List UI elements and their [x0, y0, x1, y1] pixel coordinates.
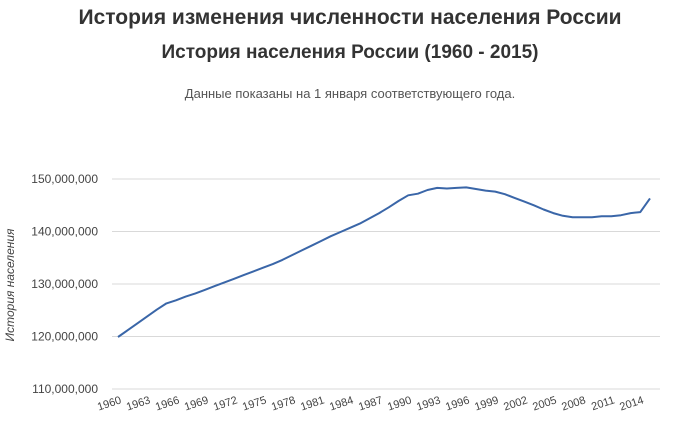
x-tick-label: 1990: [386, 394, 413, 413]
x-tick-label: 1984: [328, 394, 355, 413]
x-tick-label: 1999: [473, 394, 500, 413]
x-tick-label: 1996: [444, 394, 471, 413]
chart-title: История населения России (1960 - 2015): [161, 42, 539, 63]
population-series-line: [117, 186, 651, 338]
x-tick-label: 2014: [618, 394, 645, 413]
x-tick-label: 2005: [531, 394, 558, 413]
page-heading: История изменения численности населения …: [78, 6, 622, 29]
y-tick-label: 120,000,000: [31, 330, 98, 344]
x-tick-label: 2002: [502, 394, 529, 413]
y-axis-ticks: 110,000,000 120,000,000 130,000,000 140,000…: [31, 172, 98, 396]
series-group: [117, 186, 651, 338]
y-tick-label: 130,000,000: [31, 277, 98, 291]
y-tick-label: 140,000,000: [31, 225, 98, 239]
y-axis-title: История населения: [3, 228, 17, 341]
x-tick-label: 2008: [560, 394, 587, 413]
x-tick-label: 1963: [125, 394, 152, 413]
y-tick-label: 110,000,000: [32, 382, 98, 396]
x-tick-label: 1972: [212, 394, 239, 413]
x-tick-label: 1987: [357, 394, 384, 413]
grid-lines: [112, 178, 660, 390]
x-tick-label: 1969: [183, 394, 210, 413]
x-tick-label: 1966: [154, 394, 181, 413]
x-tick-label: 1993: [415, 394, 442, 413]
y-tick-label: 150,000,000: [31, 172, 98, 186]
x-axis-ticks: 1960 1963 1966 1969 1972 1975 1978 1981 1984 1987…: [96, 394, 645, 413]
x-tick-label: 1960: [96, 394, 123, 413]
x-tick-label: 1978: [270, 394, 297, 413]
x-tick-label: 2011: [590, 394, 616, 413]
x-tick-label: 1981: [299, 394, 326, 413]
chart-subtitle: Данные показаны на 1 января соответствую…: [184, 86, 516, 101]
x-tick-label: 1975: [241, 394, 268, 413]
